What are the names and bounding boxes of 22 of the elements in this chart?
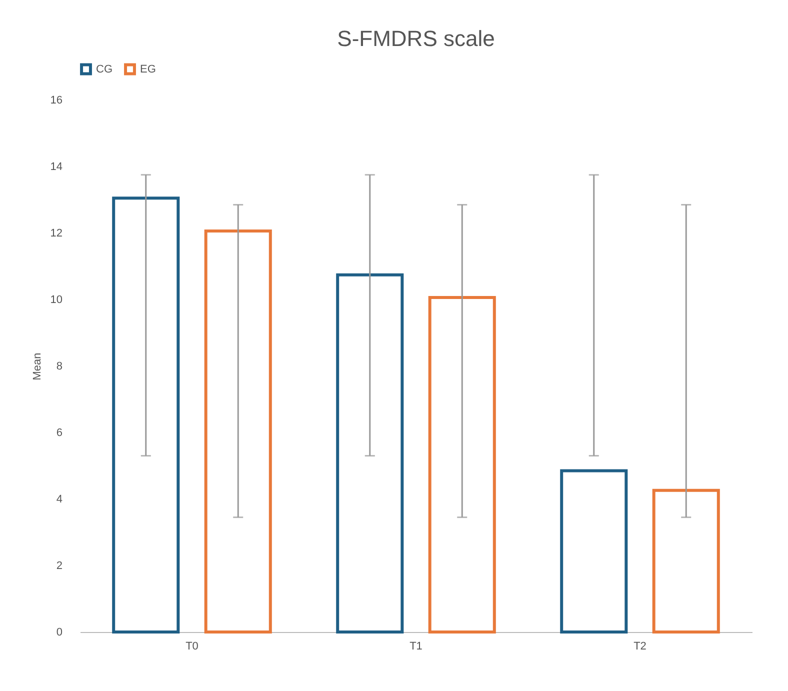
y-axis-title: Mean (31, 352, 44, 380)
bar (428, 296, 496, 634)
y-tick-label: 0 (56, 626, 62, 638)
y-tick-label: 6 (56, 427, 62, 439)
x-tick-label: T2 (634, 640, 646, 652)
x-tick-label: T1 (410, 640, 422, 652)
y-tick-label: 8 (56, 360, 62, 372)
bar (336, 273, 404, 634)
y-tick-label: 10 (50, 294, 62, 306)
legend-label: CG (96, 63, 112, 76)
y-tick-label: 16 (50, 94, 62, 106)
y-tick-label: 14 (50, 161, 62, 173)
y-tick-label: 4 (56, 494, 62, 506)
x-tick-label: T0 (186, 640, 198, 652)
bar (560, 469, 628, 634)
y-tick-label: 12 (50, 228, 62, 240)
y-tick-label: 2 (56, 560, 62, 572)
bar (652, 488, 720, 634)
bar (112, 196, 180, 634)
legend-label: EG (140, 63, 156, 76)
bar (204, 230, 272, 634)
chart-title: S-FMDRS scale (337, 26, 495, 51)
